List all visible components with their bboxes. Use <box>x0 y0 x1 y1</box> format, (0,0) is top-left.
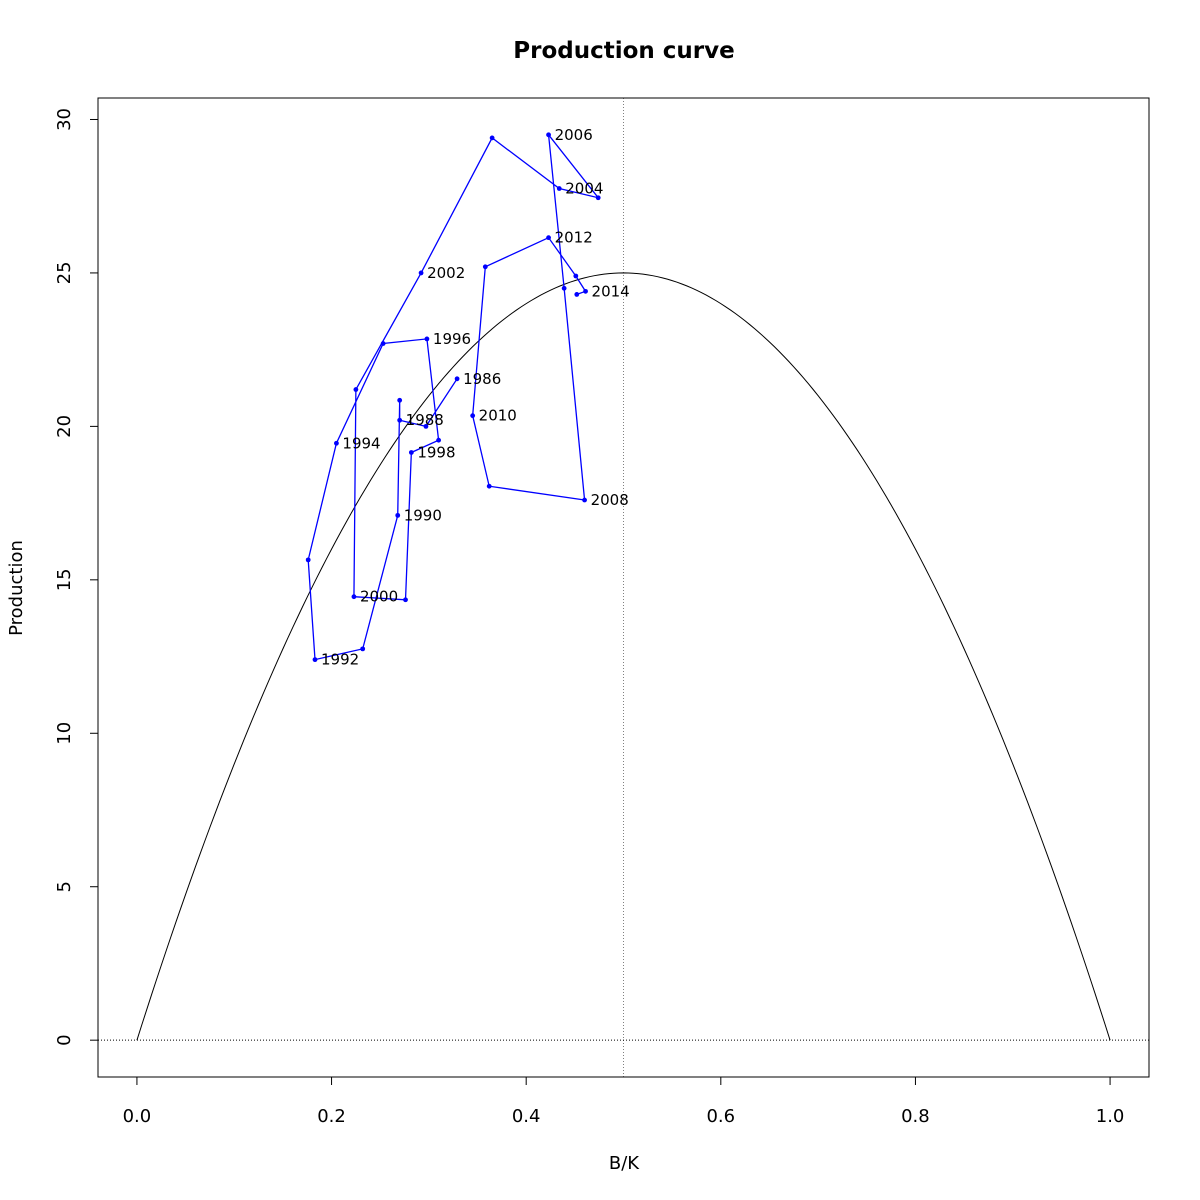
year-label-1990: 1990 <box>404 506 442 524</box>
x-tick-label: 0.6 <box>706 1106 735 1127</box>
y-tick-label: 5 <box>54 881 75 892</box>
y-tick-label: 15 <box>54 568 75 591</box>
data-point-1998 <box>408 450 414 455</box>
data-point-2000 <box>351 594 357 600</box>
year-label-2006: 2006 <box>555 126 593 144</box>
y-tick-label: 0 <box>54 1034 75 1045</box>
production-curve <box>136 272 1111 1041</box>
data-point-2002 <box>418 270 424 276</box>
year-label-2010: 2010 <box>479 407 517 425</box>
data-point-2006 <box>546 132 551 138</box>
year-label-1998: 1998 <box>417 443 455 461</box>
x-tick-label: 0.0 <box>123 1106 152 1127</box>
data-point-2009 <box>486 483 492 489</box>
data-point-1993 <box>305 557 311 563</box>
y-tick-label: 25 <box>54 261 75 284</box>
data-point-2014 <box>583 288 588 294</box>
year-label-1994: 1994 <box>342 434 380 452</box>
y-tick-label: 20 <box>54 415 75 438</box>
x-tick-label: 0.8 <box>901 1106 930 1127</box>
data-point-1994 <box>334 440 339 446</box>
data-point-2005 <box>595 195 601 201</box>
y-tick-label: 10 <box>54 722 75 745</box>
data-point-1995 <box>380 341 386 346</box>
year-label-1988: 1988 <box>406 411 444 429</box>
year-label-2002: 2002 <box>427 264 465 282</box>
x-axis: 0.0 0.2 0.4 0.6 0.8 1.0 <box>123 1076 1125 1127</box>
data-point-1988 <box>397 417 403 423</box>
year-label-1996: 1996 <box>433 330 471 348</box>
data-point-1996 <box>424 336 430 342</box>
data-point-1987 <box>423 423 429 429</box>
y-tick-label: 30 <box>54 108 75 131</box>
y-axis: 0 5 10 15 20 25 30 <box>54 108 99 1046</box>
x-tick-label: 0.4 <box>512 1106 541 1127</box>
x-axis-label: B/K <box>609 1153 640 1174</box>
year-label-1986: 1986 <box>463 370 501 388</box>
data-point-1991 <box>360 646 366 652</box>
reference-lines <box>98 98 1149 1077</box>
biomass-production-series <box>305 132 601 663</box>
curve-path <box>136 272 1111 1041</box>
data-point-1989 <box>397 397 403 403</box>
year-label-2008: 2008 <box>591 491 629 509</box>
x-tick-label: 0.2 <box>317 1106 346 1127</box>
data-point-1992 <box>312 657 318 663</box>
data-point-1990 <box>395 512 401 518</box>
year-label-2012: 2012 <box>555 229 593 247</box>
data-point-2013 <box>573 273 579 279</box>
data-point-2004 <box>556 186 562 191</box>
y-axis-label: Production <box>6 540 27 636</box>
data-point-1986 <box>454 376 460 382</box>
year-label-1992: 1992 <box>321 651 359 669</box>
data-point-2011 <box>482 264 488 270</box>
series-line <box>307 132 600 661</box>
data-point-1999 <box>403 597 408 603</box>
year-label-2014: 2014 <box>592 282 630 300</box>
data-point-2015 <box>574 292 580 297</box>
data-point-2010 <box>470 413 476 419</box>
data-point-2003 <box>489 135 495 141</box>
data-point-2007 <box>561 285 567 291</box>
data-point-1997 <box>436 437 442 443</box>
data-point-2012 <box>546 235 551 241</box>
x-tick-label: 1.0 <box>1096 1106 1125 1127</box>
chart-title: Production curve <box>513 38 734 64</box>
year-label-2004: 2004 <box>565 180 603 198</box>
data-point-2001 <box>353 387 359 392</box>
year-labels: 1986 1988 1990 1992 1994 1996 1998 2000 2002 2004… <box>321 126 630 669</box>
data-point-2008 <box>582 497 587 503</box>
year-label-2000: 2000 <box>360 588 398 606</box>
